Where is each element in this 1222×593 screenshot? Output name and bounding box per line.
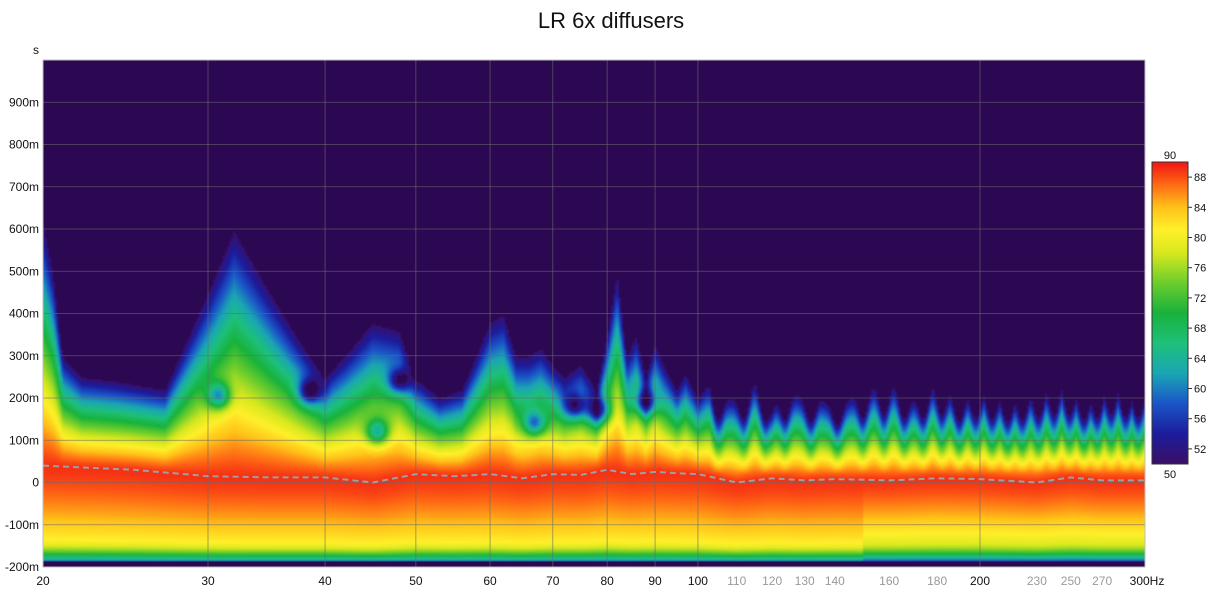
colorbar-tick-label: 76 — [1194, 263, 1206, 275]
colorbar-tick-label: 72 — [1194, 293, 1206, 305]
colorbar-tick-label: 52 — [1194, 444, 1206, 456]
y-unit-label: s — [33, 43, 39, 57]
colorbar-max-label: 90 — [1164, 150, 1176, 162]
x-tick-label: 140 — [825, 574, 845, 588]
x-tick-label: 300Hz — [1130, 574, 1165, 588]
x-tick-label: 20 — [36, 574, 50, 588]
colorbar-tick-label: 60 — [1194, 384, 1206, 396]
colorbar-ticks: 88 84 80 76 72 68 64 60 56 52 — [1188, 172, 1206, 456]
x-tick-label: 80 — [600, 574, 614, 588]
y-tick-label: 200m — [9, 391, 39, 405]
colorbar-min-label: 50 — [1164, 469, 1176, 481]
x-tick-label: 250 — [1061, 574, 1081, 588]
y-axis-ticks: 900m 800m 700m 600m 500m 400m 300m 200m 100m 0 -10… — [5, 95, 39, 574]
x-tick-label: 50 — [409, 574, 423, 588]
y-tick-label: 700m — [9, 180, 39, 194]
y-tick-label: 100m — [9, 433, 39, 447]
x-tick-label: 130 — [795, 574, 815, 588]
peak-time-curve — [43, 464, 1145, 484]
x-tick-label: 100 — [688, 574, 708, 588]
chart-title: LR 6x diffusers — [537, 8, 685, 33]
x-tick-label: 40 — [318, 574, 332, 588]
x-tick-label: 160 — [879, 574, 899, 588]
y-tick-label: -100m — [5, 518, 39, 532]
colorbar-tick-label: 68 — [1194, 323, 1206, 335]
y-tick-label: 0 — [32, 476, 39, 490]
y-tick-label: 900m — [9, 95, 39, 109]
grid-lines — [43, 60, 1145, 567]
colorbar-tick-label: 80 — [1194, 233, 1206, 245]
colorbar-tick-label: 64 — [1194, 353, 1206, 365]
colorbar-tick-label: 56 — [1194, 414, 1206, 426]
y-tick-label: 400m — [9, 307, 39, 321]
y-tick-label: 800m — [9, 138, 39, 152]
x-tick-label: 230 — [1027, 574, 1047, 588]
x-tick-label: 30 — [201, 574, 215, 588]
x-axis-ticks: 20 30 40 50 60 70 80 90 100 110 120 130 140 160 180 200… — [36, 574, 1164, 588]
x-tick-label: 270 — [1092, 574, 1112, 588]
y-tick-label: 500m — [9, 264, 39, 278]
x-tick-label: 200 — [970, 574, 990, 588]
x-tick-label: 110 — [727, 574, 746, 588]
y-tick-label: 300m — [9, 349, 39, 363]
colorbar-tick-label: 88 — [1194, 172, 1206, 184]
colorbar: 90 50 88 84 80 76 72 68 64 60 56 52 — [1151, 150, 1206, 481]
colorbar-tick-label: 84 — [1194, 202, 1206, 214]
plot-frame — [42, 59, 1146, 568]
x-tick-label: 120 — [762, 574, 782, 588]
x-tick-label: 90 — [648, 574, 662, 588]
colorbar-gradient — [1151, 161, 1189, 465]
y-tick-label: -200m — [5, 560, 39, 574]
x-tick-label: 180 — [927, 574, 947, 588]
x-tick-label: 70 — [546, 574, 560, 588]
y-tick-label: 600m — [9, 222, 39, 236]
x-tick-label: 60 — [483, 574, 497, 588]
